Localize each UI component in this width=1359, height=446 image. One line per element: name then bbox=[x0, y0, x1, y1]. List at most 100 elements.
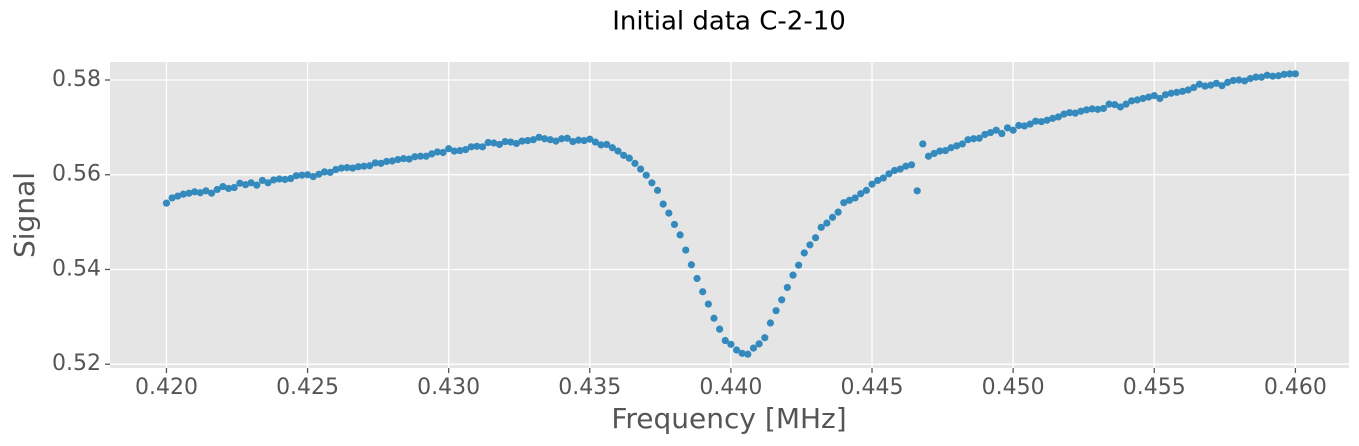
data-point bbox=[320, 168, 329, 176]
data-point bbox=[343, 164, 351, 172]
data-point bbox=[958, 140, 966, 148]
data-point bbox=[631, 159, 639, 167]
data-point bbox=[1252, 73, 1260, 81]
data-point bbox=[874, 176, 882, 185]
data-point bbox=[1116, 103, 1124, 111]
x-tick-label: 0.455 bbox=[1123, 375, 1186, 400]
data-point bbox=[986, 128, 995, 137]
data-point bbox=[179, 190, 187, 198]
data-point bbox=[1099, 104, 1108, 113]
data-point bbox=[219, 182, 227, 191]
data-point bbox=[1246, 74, 1254, 83]
data-point bbox=[682, 246, 690, 254]
data-point bbox=[851, 194, 859, 202]
x-tick-label: 0.460 bbox=[1264, 375, 1327, 400]
data-point bbox=[998, 129, 1006, 138]
data-point bbox=[445, 145, 453, 153]
data-point bbox=[749, 344, 758, 352]
data-point bbox=[360, 162, 368, 170]
x-tick-label: 0.445 bbox=[841, 375, 904, 400]
data-point bbox=[1009, 126, 1017, 134]
data-point bbox=[608, 144, 616, 152]
data-point bbox=[1190, 83, 1198, 92]
data-point bbox=[930, 149, 938, 158]
data-point bbox=[1077, 107, 1085, 115]
data-point bbox=[1049, 114, 1057, 122]
data-point bbox=[744, 350, 752, 358]
data-point bbox=[795, 261, 803, 269]
plot-area bbox=[110, 62, 1349, 368]
data-point bbox=[1003, 124, 1012, 132]
data-point bbox=[399, 155, 408, 163]
data-point bbox=[253, 181, 261, 189]
data-point bbox=[704, 300, 712, 308]
data-point bbox=[862, 186, 870, 194]
data-point bbox=[281, 175, 289, 184]
data-point bbox=[1235, 76, 1243, 84]
data-point bbox=[224, 184, 233, 193]
data-point bbox=[1037, 118, 1045, 126]
data-point bbox=[1026, 120, 1034, 128]
data-point bbox=[162, 199, 171, 207]
data-point bbox=[953, 142, 961, 150]
data-point bbox=[518, 137, 526, 145]
data-point bbox=[721, 336, 729, 345]
data-point bbox=[964, 136, 972, 144]
data-point bbox=[907, 161, 916, 169]
data-point bbox=[1032, 117, 1040, 125]
x-axis-label: Frequency [MHz] bbox=[611, 402, 846, 435]
data-point bbox=[411, 153, 419, 161]
data-point bbox=[202, 187, 210, 195]
data-point bbox=[642, 171, 650, 179]
data-point bbox=[213, 185, 221, 194]
data-point bbox=[326, 168, 334, 176]
data-point bbox=[1280, 70, 1288, 78]
data-point bbox=[676, 231, 684, 239]
data-point bbox=[462, 146, 470, 154]
data-point bbox=[823, 219, 831, 227]
data-point bbox=[845, 196, 854, 204]
data-point bbox=[789, 271, 797, 279]
data-point bbox=[772, 307, 780, 315]
data-point bbox=[992, 126, 1000, 134]
data-point bbox=[546, 136, 554, 144]
data-point bbox=[970, 135, 978, 143]
data-point bbox=[174, 192, 182, 200]
data-point bbox=[484, 138, 492, 147]
data-point bbox=[1269, 72, 1277, 80]
x-tick-label: 0.440 bbox=[699, 375, 762, 400]
data-point bbox=[586, 135, 594, 143]
data-point bbox=[1015, 121, 1023, 130]
data-point bbox=[529, 136, 537, 144]
data-point bbox=[275, 175, 283, 183]
data-point bbox=[349, 164, 357, 172]
data-point bbox=[1224, 78, 1232, 86]
chart-title: Initial data C-2-10 bbox=[612, 7, 846, 37]
data-point bbox=[473, 142, 481, 150]
data-point bbox=[659, 200, 667, 208]
data-point bbox=[371, 159, 379, 167]
data-point bbox=[478, 143, 487, 151]
data-point bbox=[1020, 122, 1029, 130]
data-point bbox=[699, 288, 707, 296]
x-tick-label: 0.425 bbox=[276, 375, 339, 400]
data-point bbox=[1257, 73, 1266, 81]
data-point bbox=[433, 148, 441, 156]
data-point bbox=[1105, 100, 1113, 108]
data-point bbox=[1139, 94, 1147, 103]
data-point bbox=[1111, 101, 1119, 109]
data-point bbox=[416, 152, 425, 160]
data-point bbox=[236, 179, 244, 187]
data-point bbox=[597, 141, 605, 149]
y-axis-label: Signal bbox=[8, 172, 41, 258]
data-point bbox=[1263, 71, 1271, 79]
data-point bbox=[456, 146, 464, 155]
data-point bbox=[1128, 97, 1136, 105]
data-point bbox=[1173, 88, 1181, 96]
data-point bbox=[1195, 80, 1204, 88]
data-point bbox=[885, 170, 893, 178]
data-point bbox=[580, 137, 588, 145]
data-point bbox=[891, 166, 899, 175]
data-point bbox=[1060, 110, 1068, 118]
